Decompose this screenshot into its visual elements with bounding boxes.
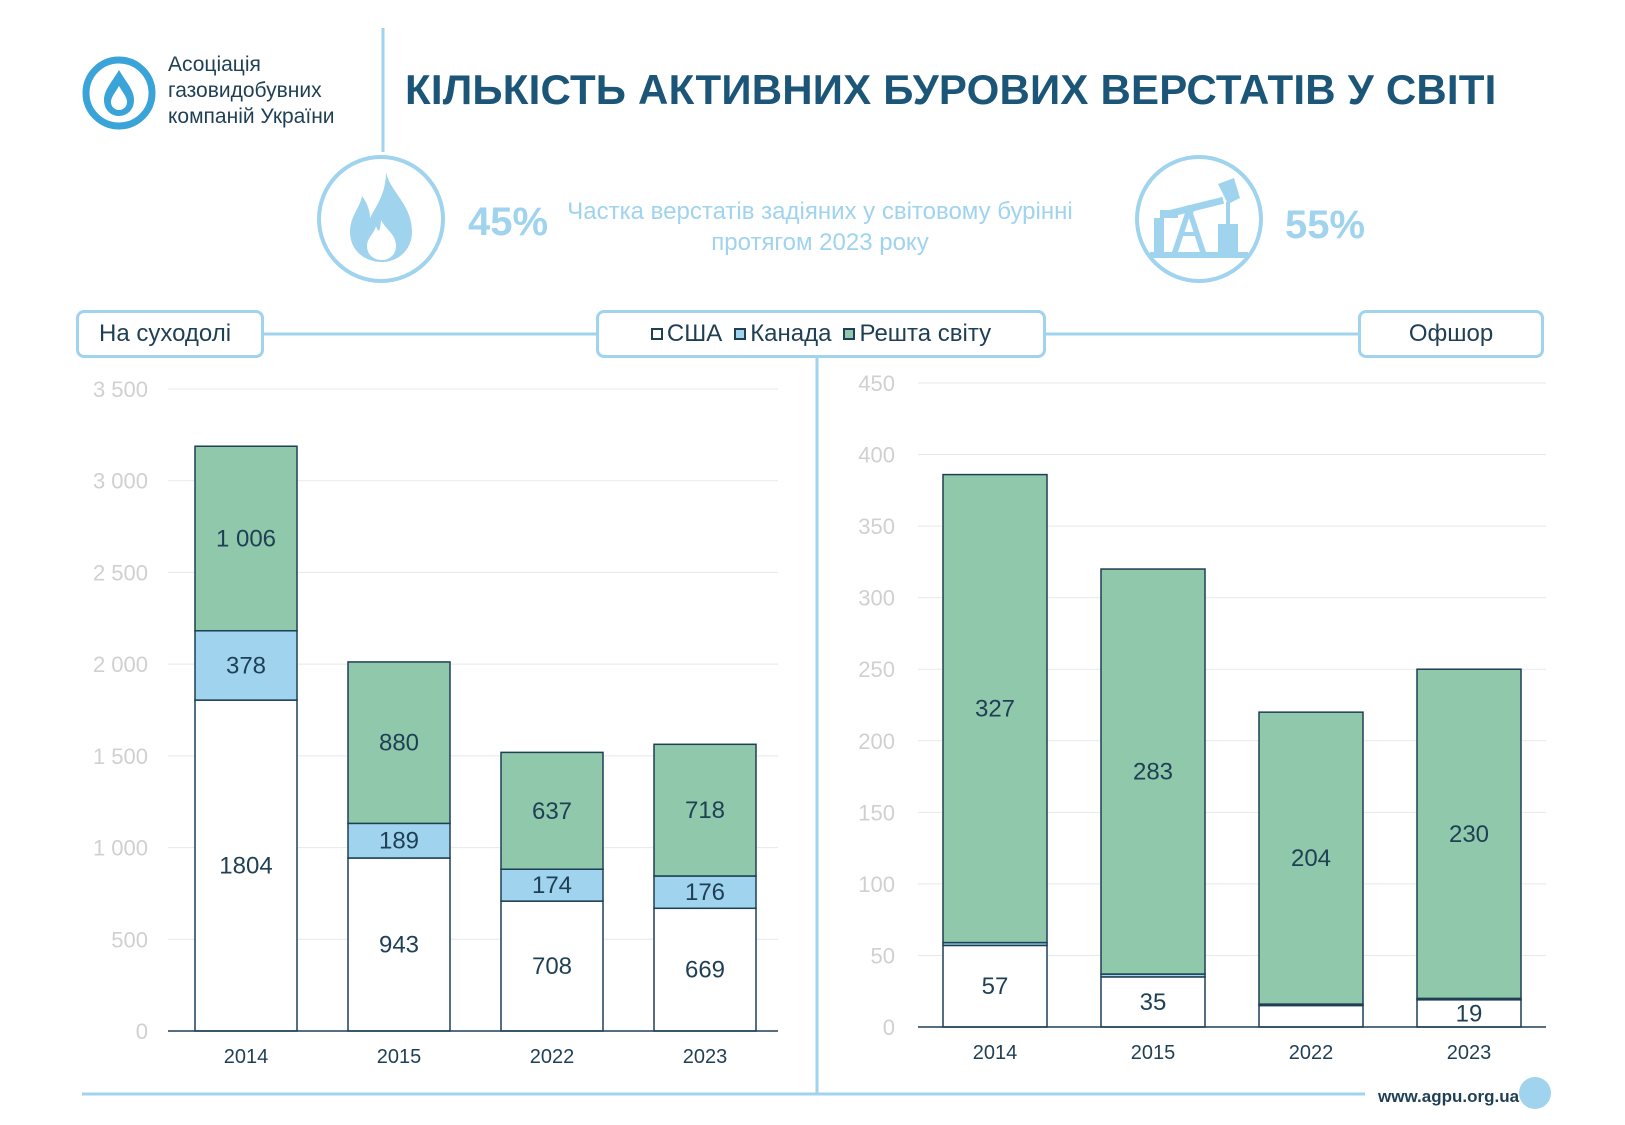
onshore-ytick-label: 3 500 <box>93 377 148 402</box>
footer-url[interactable]: www.agpu.org.ua <box>1378 1087 1520 1106</box>
onshore-data-label: 943 <box>379 932 419 959</box>
offshore-ytick-label: 150 <box>858 800 895 825</box>
flame-icon <box>317 155 445 283</box>
onshore-data-label: 669 <box>685 957 725 984</box>
share-description: Частка верстатів задіяних у світовому бу… <box>567 198 1073 256</box>
offshore-ytick-label: 250 <box>858 657 895 682</box>
legend-item-canada: Канада <box>734 320 831 348</box>
offshore-data-label: 230 <box>1449 821 1489 848</box>
onshore-bar-2015-0 <box>347 857 451 1032</box>
offshore-ytick-label: 450 <box>858 371 895 396</box>
onshore-data-label: 1 006 <box>216 525 276 552</box>
offshore-label-text: Офшор <box>1408 320 1494 347</box>
onshore-ytick-label: 0 <box>136 1019 148 1044</box>
onshore-data-label: 708 <box>532 953 572 980</box>
onshore-data-label: 637 <box>532 798 572 825</box>
onshore-label: На суходолі <box>76 310 264 358</box>
legend-swatch-usa <box>650 328 663 340</box>
offshore-bar-2022-2 <box>1258 711 1364 1005</box>
offshore-category-label: 2022 <box>1289 1042 1334 1064</box>
offshore-category-label: 2014 <box>973 1042 1018 1064</box>
offshore-ytick-label: 300 <box>858 586 895 611</box>
offshore-category-label: 2015 <box>1131 1042 1176 1064</box>
offshore-label: Офшор <box>1358 310 1544 358</box>
offshore-bar-2023-2 <box>1416 668 1522 1000</box>
legend-label-canada: Канада <box>750 320 832 347</box>
onshore-data-label: 880 <box>379 730 419 757</box>
onshore-label-text: На суходолі <box>99 320 232 347</box>
offshore-data-label: 35 <box>1140 989 1167 1016</box>
drop-logo-icon <box>82 56 156 130</box>
offshore-data-label: 327 <box>975 696 1015 723</box>
offshore-ytick-label: 400 <box>858 443 895 468</box>
onshore-data-label: 718 <box>685 797 725 824</box>
offshore-ytick-label: 0 <box>883 1015 895 1040</box>
onshore-bar-2014-2 <box>194 445 298 632</box>
onshore-bar-2015-2 <box>347 661 451 825</box>
page-title: КІЛЬКІСТЬ АКТИВНИХ БУРОВИХ ВЕРСТАТІВ У С… <box>405 66 1497 113</box>
onshore-bar-2023-1 <box>653 875 757 910</box>
logo-line-3: компаній України <box>168 105 335 128</box>
onshore-ytick-label: 3 000 <box>93 469 148 494</box>
onshore-share: 45% <box>468 200 549 244</box>
legend-label-usa: США <box>666 320 723 347</box>
offshore-data-label: 57 <box>982 973 1009 1000</box>
offshore-ytick-label: 200 <box>858 729 895 754</box>
offshore-bar-2015-0 <box>1100 976 1206 1028</box>
legend-label-rest: Решта світу <box>859 320 992 347</box>
onshore-data-label: 189 <box>379 828 419 855</box>
onshore-ytick-label: 1 500 <box>93 744 148 769</box>
legend-item-usa: США <box>650 320 723 348</box>
offshore-category-label: 2023 <box>1447 1042 1492 1064</box>
onshore-bar-2022-1 <box>500 868 604 902</box>
offshore-bar-2015-2 <box>1100 568 1206 975</box>
onshore-bar-2014-0 <box>194 699 298 1032</box>
offshore-data-label: 204 <box>1291 845 1331 872</box>
offshore-share: 55% <box>1285 203 1366 247</box>
onshore-category-label: 2014 <box>224 1046 269 1068</box>
onshore-bar-2023-2 <box>653 743 757 877</box>
legend-swatch-canada <box>734 328 747 340</box>
onshore-data-label: 1804 <box>219 853 272 880</box>
onshore-data-label: 176 <box>685 879 725 906</box>
onshore-ytick-label: 2 000 <box>93 652 148 677</box>
legend-swatch-rest <box>843 328 856 340</box>
offshore-bar-2014-0 <box>942 944 1048 1028</box>
legend-item-rest: Решта світу <box>843 320 991 348</box>
onshore-category-label: 2015 <box>377 1046 422 1068</box>
onshore-data-label: 174 <box>532 872 572 899</box>
offshore-data-label: 19 <box>1456 1000 1483 1027</box>
onshore-ytick-label: 1 000 <box>93 836 148 861</box>
legend: США Канада Решта світу <box>596 310 1046 358</box>
footer-dot-icon <box>1519 1077 1551 1109</box>
oil-pump-icon <box>1135 155 1263 283</box>
offshore-data-label: 283 <box>1133 759 1173 786</box>
onshore-category-label: 2022 <box>530 1046 575 1068</box>
onshore-bar-2022-0 <box>500 900 604 1032</box>
offshore-bar-2023-0 <box>1416 999 1522 1028</box>
offshore-ytick-label: 100 <box>858 872 895 897</box>
logo-line-1: Асоціація <box>168 53 261 76</box>
offshore-bar-2014-2 <box>942 473 1048 944</box>
offshore-ytick-label: 350 <box>858 514 895 539</box>
logo-line-2: газовидобувних <box>168 79 322 102</box>
logo-text: Асоціація газовидобувних компаній Україн… <box>168 52 335 130</box>
onshore-ytick-label: 500 <box>111 927 148 952</box>
onshore-category-label: 2023 <box>683 1046 728 1068</box>
onshore-ytick-label: 2 500 <box>93 560 148 585</box>
onshore-data-label: 378 <box>226 652 266 679</box>
offshore-ytick-label: 50 <box>871 943 895 968</box>
offshore-bar-2022-0 <box>1258 1004 1364 1028</box>
onshore-bar-2022-2 <box>500 751 604 870</box>
